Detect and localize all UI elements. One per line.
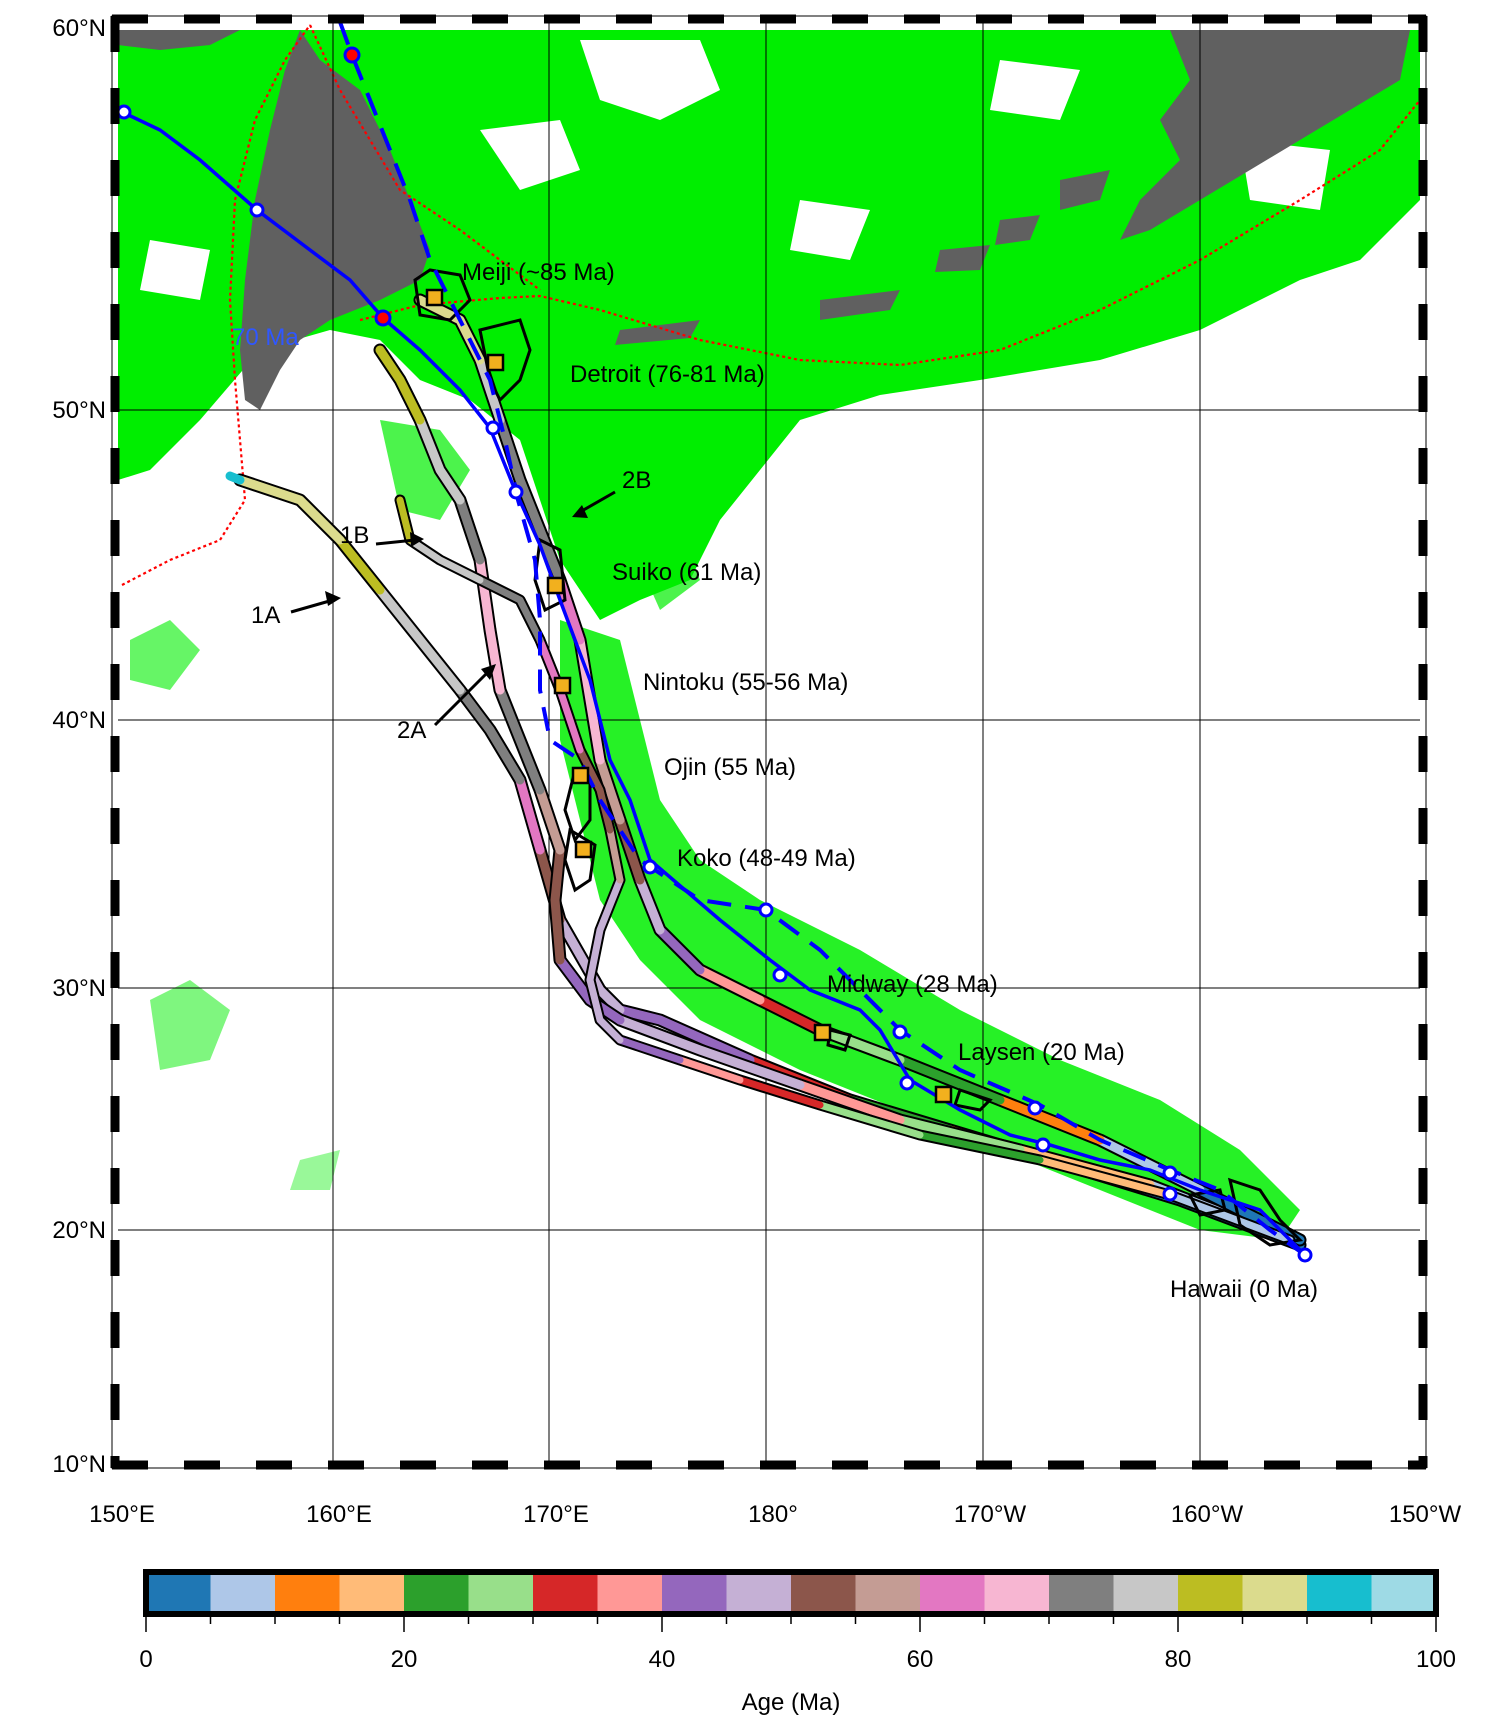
lat-label: 60°N [52,15,106,42]
lat-label: 30°N [52,975,106,1002]
colorbar-cell [533,1572,598,1614]
colorbar-cell [855,1572,921,1614]
colorbar-cell [339,1572,405,1614]
seamount-label-nintoku: Nintoku (55-56 Ma) [643,669,848,696]
lon-label: 150°W [1389,1501,1462,1528]
lat-label: 20°N [52,1217,106,1244]
lon-label: 170°E [523,1501,589,1528]
colorbar-cell [791,1572,856,1614]
seamount-label-ojin: Ojin (55 Ma) [664,754,796,781]
colorbar-cell [1307,1572,1372,1614]
arrow-2b-head [572,505,588,518]
colorbar-cell [920,1572,985,1614]
track-label-2a: 2A [397,717,426,744]
colorbar-cell [210,1572,276,1614]
landmass [118,30,1410,410]
colorbar-cell [984,1572,1050,1614]
colorbar-tick-label: 40 [649,1646,676,1673]
colorbar-cell [597,1572,663,1614]
lat-label: 50°N [52,397,106,424]
seamount-labels: Meiji (~85 Ma) Detroit (76-81 Ma) Suiko … [462,259,1318,1303]
longitude-labels: 150°E 160°E 170°E 180° 170°W 160°W 150°W [89,1501,1461,1528]
colorbar-tick-label: 0 [139,1646,152,1673]
colorbar-cell [726,1572,792,1614]
track-age-label: 70 Ma [232,324,299,351]
arrow-2b [579,490,616,514]
colorbar-title: Age (Ma) [742,1689,841,1716]
colorbar-cells [146,1572,1437,1614]
age-colorbar: 0 20 40 60 80 100 Age (Ma) [139,1569,1456,1716]
track-label-1b: 1B [340,522,369,549]
arrow-1a-head [325,591,341,606]
colorbar-tick-label: 100 [1416,1646,1456,1673]
track-origin-markers [343,46,392,327]
seamount-label-hawaii: Hawaii (0 Ma) [1170,1276,1318,1303]
track-label-1a: 1A [251,602,280,629]
seamount-label-meiji: Meiji (~85 Ma) [462,259,615,286]
lon-label: 150°E [89,1501,155,1528]
lat-label: 40°N [52,707,106,734]
arrow-1b-head [410,532,424,547]
colorbar-tick-label: 60 [907,1646,934,1673]
colorbar-cell [1113,1572,1179,1614]
colorbar-cell [1242,1572,1308,1614]
lon-label: 170°W [954,1501,1027,1528]
plate-boundary [121,24,1420,586]
seamount-label-koko: Koko (48-49 Ma) [677,845,856,872]
colorbar-cell [662,1572,727,1614]
arrow-1b [375,538,416,546]
arrow-2a-head [481,664,496,680]
arrow-2a [433,668,492,727]
lon-label: 160°W [1171,1501,1244,1528]
hotspot-track-dashed [338,22,1307,1257]
graticule [118,22,1420,1462]
colorbar-cell [1178,1572,1243,1614]
latitude-labels: 60°N 50°N 40°N 30°N 20°N 10°N [52,15,106,1478]
colorbar-cell [404,1572,469,1614]
colorbar-cell [1371,1572,1437,1614]
lon-label: 160°E [306,1501,372,1528]
seamount-label-laysen: Laysen (20 Ma) [958,1039,1125,1066]
colorbar-tick-labels: 0 20 40 60 80 100 [139,1646,1456,1673]
seamount-label-midway: Midway (28 Ma) [827,971,998,998]
track-label-2b: 2B [622,467,651,494]
seamount-label-suiko: Suiko (61 Ma) [612,559,761,586]
arrow-1a [290,598,334,614]
colorbar-frame [143,1569,1439,1617]
lon-label: 180° [748,1501,798,1528]
colorbar-ticks [145,1617,1437,1632]
colorbar-tick-label: 80 [1165,1646,1192,1673]
colorbar-cell [146,1572,211,1614]
colorbar-tick-label: 20 [391,1646,418,1673]
colorbar-cell [1049,1572,1114,1614]
colorbar-cell [275,1572,340,1614]
colorbar-cell [468,1572,534,1614]
lat-label: 10°N [52,1451,106,1478]
track-labels: 1A 1B 2A 2B [251,467,651,744]
sample-sites [425,288,953,1104]
map-border [110,14,1428,1470]
track-age-markers [118,104,1313,1263]
seamount-label-detroit: Detroit (76-81 Ma) [570,361,765,388]
